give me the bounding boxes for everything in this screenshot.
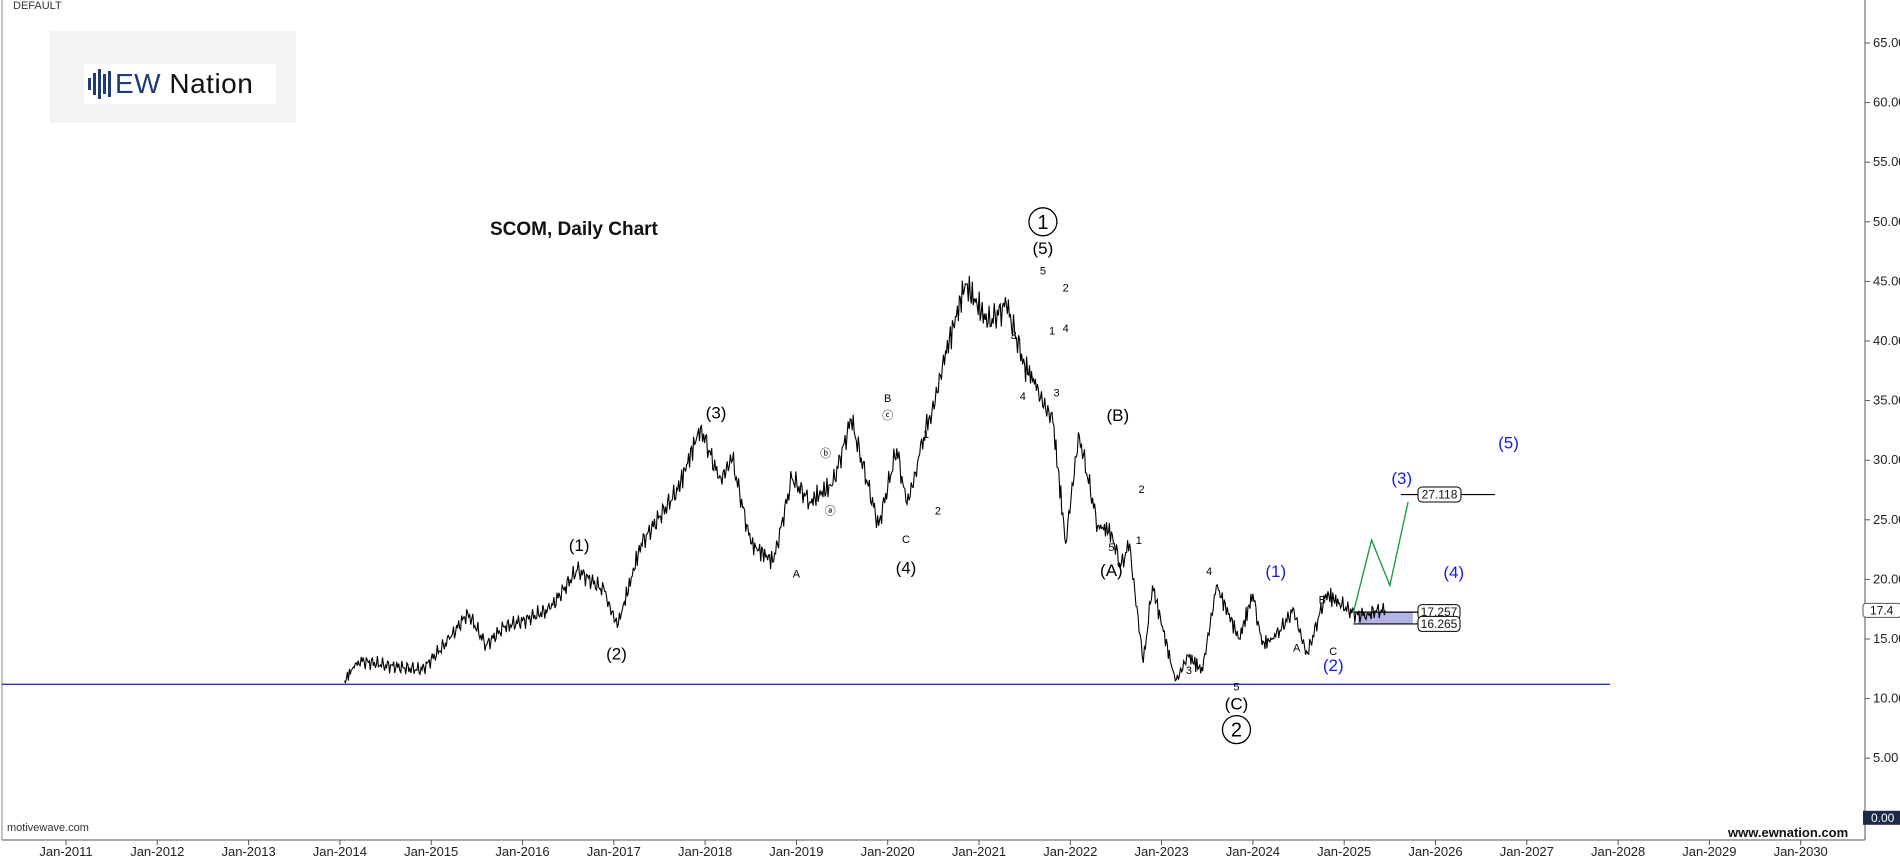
x-tick-label: Jan-2028 — [1591, 844, 1645, 859]
axis-zero-box — [1863, 810, 1900, 825]
wave-label: 1 — [1049, 325, 1055, 337]
level-tag-16265: 16.265 — [1421, 617, 1458, 631]
motivewave-credit: motivewave.com — [7, 822, 89, 834]
wave-label: A — [1293, 642, 1301, 654]
wave-label: (3) — [1391, 469, 1412, 488]
x-tick-label: Jan-2017 — [587, 844, 641, 859]
wave-label: (5) — [1033, 239, 1054, 258]
wave-label: (1) — [1265, 562, 1286, 581]
level-tag-17257: 17.257 — [1421, 605, 1458, 619]
x-tick-label: Jan-2025 — [1317, 844, 1371, 859]
wave-label: 4 — [1020, 391, 1026, 403]
current-price-box — [1862, 602, 1900, 618]
y-tick-label: 45.00 — [1873, 273, 1900, 288]
y-tick-label: 40.00 — [1873, 333, 1900, 348]
ewnation-credit: www.ewnation.com — [1728, 825, 1849, 840]
wave-label: B — [884, 393, 891, 405]
wave-label: (B) — [1106, 406, 1129, 425]
wave-label: 5 — [1233, 682, 1239, 694]
wave-label: (4) — [896, 558, 917, 577]
x-tick-label: Jan-2022 — [1043, 844, 1097, 859]
wave-label: ⓒ — [882, 409, 893, 422]
wave-label: 3 — [1054, 387, 1060, 399]
x-tick-label: Jan-2012 — [130, 844, 184, 859]
ewnation-logo: EW Nation — [84, 64, 276, 104]
x-tick-label: Jan-2023 — [1134, 844, 1188, 859]
projection-path — [1352, 501, 1409, 613]
logo-wave-icon — [88, 69, 111, 99]
y-tick-label: 35.00 — [1873, 393, 1900, 408]
axis-zero-label: 0.00 — [1871, 811, 1895, 825]
wave-label: (5) — [1498, 433, 1519, 452]
wave-label: A — [793, 568, 801, 580]
wave-label: 3 — [1186, 665, 1192, 677]
x-tick-label: Jan-2027 — [1500, 844, 1554, 859]
y-tick-label: 20.00 — [1873, 571, 1900, 586]
wave-label: 5 — [1040, 266, 1046, 278]
x-tick-label: Jan-2015 — [404, 844, 458, 859]
y-tick-label: 25.00 — [1873, 512, 1900, 527]
level-tag-27118-box — [1417, 486, 1462, 503]
wave-label: (C) — [1225, 694, 1249, 713]
wave-circle-1 — [1028, 207, 1058, 237]
current-price-label: 17.4 — [1870, 603, 1894, 617]
wave-label: 4 — [1206, 566, 1212, 578]
wave-label: (4) — [1443, 563, 1464, 582]
x-tick-label: Jan-2019 — [769, 844, 823, 859]
y-tick-label: 15.00 — [1873, 631, 1900, 646]
x-tick-label: Jan-2026 — [1408, 844, 1462, 859]
wave-label: ⓑ — [820, 447, 831, 460]
x-tick-label: Jan-2024 — [1226, 844, 1280, 859]
wave-label: C — [902, 534, 910, 546]
y-tick-label: 65.00 — [1873, 35, 1900, 50]
wave-label: ⓐ — [825, 504, 836, 517]
wave-label: 3 — [1011, 330, 1017, 342]
x-tick-label: Jan-2021 — [952, 844, 1006, 859]
wave-label: 2 — [1231, 720, 1242, 742]
wave-label: 2 — [1138, 484, 1144, 496]
wave-label: (2) — [1323, 656, 1344, 675]
wave-label: 4 — [1063, 323, 1069, 335]
x-tick-label: Jan-2011 — [39, 844, 92, 859]
wave-circle-2 — [1221, 714, 1252, 745]
wave-label: 2 — [935, 505, 941, 517]
chart-title: SCOM, Daily Chart — [490, 219, 659, 240]
y-tick-label: 10.00 — [1873, 691, 1900, 706]
wave-label: 2 — [1063, 282, 1069, 294]
y-tick-label: 5.00 — [1873, 750, 1898, 765]
target-zone — [1357, 612, 1413, 624]
x-tick-label: Jan-2018 — [678, 844, 732, 859]
x-tick-label: Jan-2029 — [1682, 844, 1736, 859]
y-tick-label: 60.00 — [1873, 95, 1900, 110]
level-tag-27118: 27.118 — [1422, 488, 1458, 502]
wave-label: C — [1329, 646, 1337, 658]
y-tick-label: 50.00 — [1873, 214, 1900, 229]
wave-label: 5 — [1108, 542, 1114, 554]
y-tick-label: 55.00 — [1873, 154, 1900, 169]
wave-label: B — [1319, 595, 1326, 607]
x-tick-label: Jan-2020 — [861, 844, 915, 859]
wave-label: 1 — [1136, 535, 1142, 547]
wave-label: 1 — [923, 429, 929, 441]
wave-label: 1 — [1037, 212, 1048, 234]
x-tick-label: Jan-2014 — [313, 844, 367, 859]
y-tick-label: 30.00 — [1873, 452, 1900, 467]
wave-label: (3) — [706, 404, 727, 423]
profile-label: DEFAULT — [13, 0, 62, 12]
level-tag-16265-box — [1417, 615, 1461, 632]
wave-label: (2) — [606, 644, 627, 663]
x-tick-label: Jan-2016 — [495, 844, 549, 859]
wave-label: (1) — [569, 536, 590, 555]
x-tick-label: Jan-2013 — [221, 844, 275, 859]
price-line — [344, 275, 1386, 685]
logo-wordmark: EW Nation — [115, 68, 254, 99]
x-tick-label: Jan-2030 — [1774, 844, 1828, 859]
wave-label: (A) — [1100, 561, 1123, 580]
